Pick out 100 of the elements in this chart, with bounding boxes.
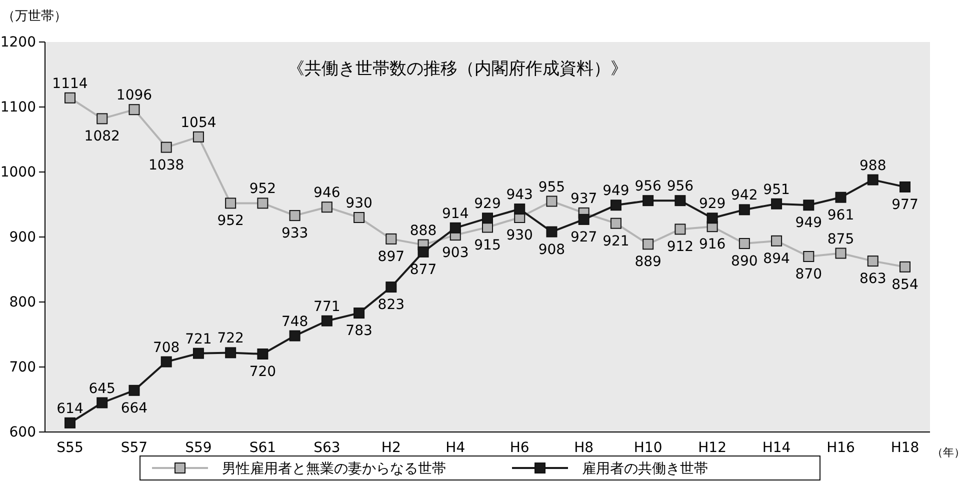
data-label: 908 bbox=[538, 242, 566, 258]
x-axis-title: （年） bbox=[932, 446, 965, 459]
data-label: 955 bbox=[538, 179, 566, 196]
y-tick-label: 800 bbox=[9, 294, 36, 310]
data-label: 949 bbox=[602, 183, 630, 200]
point bbox=[771, 198, 782, 210]
point bbox=[450, 222, 461, 234]
point bbox=[418, 246, 429, 258]
point bbox=[803, 200, 814, 211]
data-label: 1082 bbox=[84, 128, 120, 145]
data-label: 870 bbox=[795, 266, 822, 282]
point bbox=[160, 356, 172, 368]
data-label: 942 bbox=[731, 188, 758, 204]
y-tick-label: 600 bbox=[9, 424, 36, 440]
data-label: 783 bbox=[346, 323, 372, 340]
point bbox=[321, 202, 332, 213]
data-label: 929 bbox=[698, 196, 726, 212]
x-tick-label: H16 bbox=[826, 440, 856, 456]
point bbox=[354, 212, 365, 223]
point bbox=[546, 196, 558, 207]
point bbox=[642, 195, 654, 206]
data-label: 1038 bbox=[148, 157, 184, 174]
data-label: 933 bbox=[281, 226, 308, 242]
data-label: 889 bbox=[634, 254, 662, 270]
point bbox=[610, 200, 622, 211]
point bbox=[64, 92, 76, 104]
data-label: 929 bbox=[474, 196, 501, 212]
point bbox=[900, 181, 910, 192]
point bbox=[386, 233, 397, 244]
point bbox=[354, 308, 365, 319]
point bbox=[257, 348, 268, 360]
point bbox=[900, 261, 910, 272]
data-label: 854 bbox=[892, 276, 918, 293]
point bbox=[610, 218, 622, 229]
y-tick-label: 1200 bbox=[0, 34, 36, 50]
y-axis-title: （万世帯） bbox=[2, 9, 67, 24]
data-label: 956 bbox=[634, 178, 662, 195]
y-tick-label: 1000 bbox=[0, 164, 36, 180]
point bbox=[289, 330, 300, 342]
data-label: 937 bbox=[570, 190, 598, 207]
legend-label: 男性雇用者と無業の妻からなる世帯 bbox=[222, 461, 446, 477]
point bbox=[257, 198, 268, 209]
point bbox=[867, 256, 878, 267]
point bbox=[642, 238, 654, 250]
x-tick-label: H14 bbox=[762, 440, 791, 456]
x-tick-label: S61 bbox=[249, 440, 276, 456]
x-tick-label: H12 bbox=[698, 440, 726, 456]
point bbox=[738, 238, 750, 249]
point bbox=[160, 142, 172, 153]
data-label: 721 bbox=[185, 331, 212, 348]
data-label: 877 bbox=[410, 262, 437, 278]
data-label: 912 bbox=[666, 239, 694, 256]
data-label: 645 bbox=[88, 380, 116, 397]
x-tick-label: H8 bbox=[574, 440, 594, 456]
data-label: 720 bbox=[249, 364, 276, 380]
data-label: 988 bbox=[860, 158, 886, 174]
data-label: 943 bbox=[506, 187, 533, 204]
y-tick-label: 1100 bbox=[0, 99, 36, 116]
data-label: 1096 bbox=[116, 88, 152, 104]
point bbox=[386, 282, 397, 293]
data-label: 930 bbox=[506, 228, 533, 244]
x-tick-label: H10 bbox=[634, 440, 662, 456]
data-label: 708 bbox=[152, 340, 180, 356]
data-label: 961 bbox=[827, 207, 854, 224]
point bbox=[192, 348, 204, 359]
point bbox=[771, 235, 782, 246]
text: 《共働き世帯数の推移（内閣府作成資料）》 bbox=[288, 59, 628, 79]
point bbox=[867, 174, 878, 186]
data-label: 890 bbox=[731, 254, 758, 270]
data-label: 863 bbox=[860, 271, 886, 288]
point bbox=[514, 204, 526, 215]
x-tick-label: H6 bbox=[510, 440, 530, 456]
point bbox=[835, 248, 846, 259]
point bbox=[289, 210, 300, 222]
data-label: 722 bbox=[217, 330, 244, 347]
point bbox=[96, 397, 108, 408]
point bbox=[706, 212, 718, 224]
data-label: 930 bbox=[346, 196, 372, 212]
data-label: 1114 bbox=[52, 76, 88, 92]
x-tick-label: S59 bbox=[185, 440, 212, 456]
data-label: 952 bbox=[249, 181, 276, 198]
data-label: 897 bbox=[378, 248, 405, 265]
x-tick-label: H4 bbox=[446, 440, 466, 456]
data-label: 1054 bbox=[180, 114, 216, 131]
data-label: 823 bbox=[378, 297, 405, 314]
point bbox=[225, 347, 236, 358]
point bbox=[192, 131, 204, 142]
data-label: 894 bbox=[763, 250, 790, 267]
data-label: 949 bbox=[795, 215, 822, 232]
data-label: 664 bbox=[120, 400, 148, 416]
point bbox=[546, 226, 558, 238]
data-label: 748 bbox=[281, 314, 308, 330]
point bbox=[738, 204, 750, 216]
x-tick-label: S57 bbox=[120, 440, 148, 456]
y-tick-label: 900 bbox=[9, 229, 36, 246]
legend-label: 雇用者の共働き世帯 bbox=[582, 461, 708, 477]
data-label: 903 bbox=[442, 245, 469, 262]
data-label: 952 bbox=[217, 213, 244, 230]
data-label: 771 bbox=[314, 298, 340, 315]
point bbox=[674, 195, 686, 206]
